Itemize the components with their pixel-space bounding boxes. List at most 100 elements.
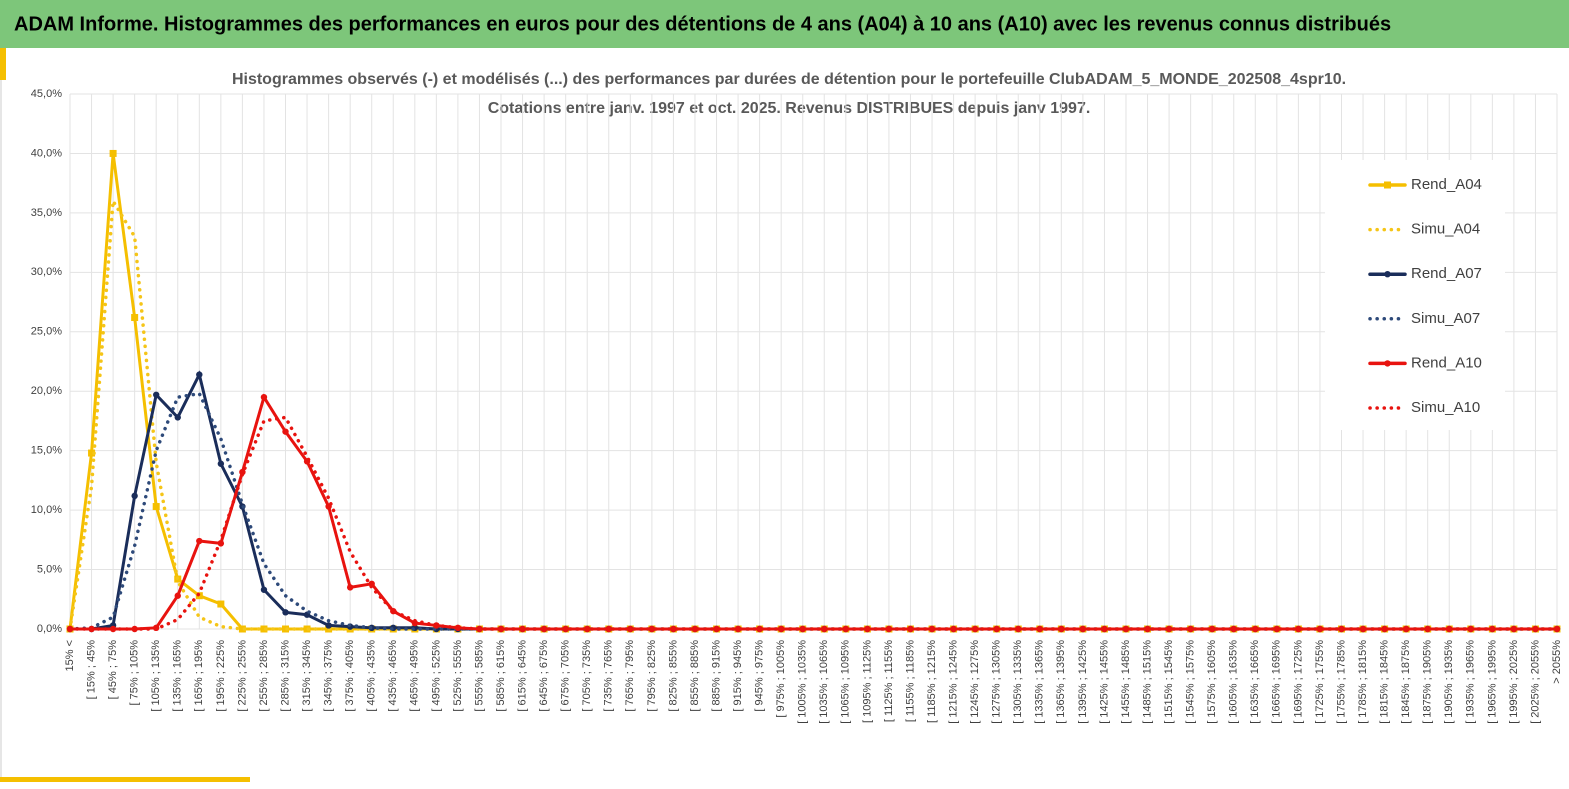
x-tick-label: [ 1575% ; 1605% xyxy=(1206,640,1218,724)
x-tick-label: [ 765% ; 795% xyxy=(624,640,636,712)
legend-label: Simu_A10 xyxy=(1411,399,1480,416)
marker xyxy=(174,414,181,421)
marker xyxy=(131,314,139,322)
marker xyxy=(1273,625,1281,633)
x-tick-label: [ 45% ; 75% xyxy=(107,640,119,700)
marker xyxy=(238,625,246,633)
y-tick-label: 15,0% xyxy=(31,445,62,457)
marker xyxy=(217,600,225,608)
marker xyxy=(1316,625,1324,633)
x-tick-label: [ 345% ; 375% xyxy=(323,640,335,712)
x-tick-label: [ 915% ; 945% xyxy=(732,640,744,712)
x-tick-label: [ 885% ; 915% xyxy=(710,640,722,712)
header-bar xyxy=(0,0,1569,48)
x-tick-label: [ 315% ; 345% xyxy=(301,640,313,712)
marker xyxy=(346,584,354,591)
x-tick-label: [ 435% ; 465% xyxy=(387,640,399,712)
y-tick-label: 25,0% xyxy=(31,326,62,338)
y-tick-label: 40,0% xyxy=(31,147,62,159)
legend-marker xyxy=(1384,181,1391,189)
legend-label: Rend_A07 xyxy=(1411,265,1482,282)
marker xyxy=(1187,625,1194,633)
x-tick-label: [ 1905% ; 1935% xyxy=(1443,640,1455,724)
marker xyxy=(756,625,763,633)
x-tick-label: [ 1185% ; 1215% xyxy=(926,640,938,723)
x-tick-label: [ 825% ; 855% xyxy=(667,640,679,712)
x-tick-label: [ 675% ; 705% xyxy=(560,640,572,712)
x-tick-label: [ 1545% ; 1575% xyxy=(1185,640,1197,724)
header-title: ADAM Informe. Histogrammes des performan… xyxy=(14,13,1391,35)
y-tick-label: 5,0% xyxy=(37,563,62,575)
marker xyxy=(152,503,160,511)
chart-subtitle: Cotations entre janv. 1997 et oct. 2025.… xyxy=(488,100,1091,117)
x-tick-label: [ 1155% ; 1185% xyxy=(904,640,916,722)
corner-deco xyxy=(0,777,250,782)
x-tick-label: [ 585% ; 615% xyxy=(495,640,507,712)
marker xyxy=(217,460,225,467)
legend-marker xyxy=(1384,360,1391,367)
marker xyxy=(1208,625,1216,633)
marker xyxy=(260,586,268,593)
x-tick-label: [ 285% ; 315% xyxy=(279,640,291,712)
x-tick-label: [ 555% ; 585% xyxy=(473,640,485,712)
marker xyxy=(1295,625,1302,633)
series-line xyxy=(68,393,1559,631)
marker xyxy=(196,371,203,378)
corner-deco xyxy=(0,48,6,80)
marker xyxy=(1359,625,1367,633)
x-tick-label: [ 1815% ; 1845% xyxy=(1379,640,1391,724)
x-tick-label: [ 465% ; 495% xyxy=(409,640,421,712)
x-tick-label: [ 945% ; 975% xyxy=(754,640,766,712)
marker xyxy=(734,625,742,633)
x-tick-label: [ 1515% ; 1545% xyxy=(1163,640,1175,724)
x-tick-label: [ 1485% ; 1515% xyxy=(1141,640,1153,724)
marker xyxy=(260,393,268,401)
x-tick-label: [ 1035% ; 1065% xyxy=(818,640,830,724)
x-tick-label: [ 1125% ; 1155% xyxy=(883,640,895,722)
x-tick-label: [ 495% ; 525% xyxy=(430,640,442,712)
marker xyxy=(691,625,699,633)
marker xyxy=(109,149,117,157)
x-tick-label: [ 705% ; 735% xyxy=(581,640,593,712)
x-tick-label: [ 1695% ; 1725% xyxy=(1292,640,1304,724)
x-tick-label: [ 735% ; 765% xyxy=(603,640,615,712)
x-tick-label: [ 795% ; 825% xyxy=(646,640,658,712)
x-tick-label: [ 1395% ; 1425% xyxy=(1077,640,1089,724)
x-tick-label: [ 2025% ; 2055% xyxy=(1529,640,1541,724)
chart-title: Histogrammes observés (-) et modélisés (… xyxy=(232,71,1346,88)
legend-label: Rend_A04 xyxy=(1411,176,1482,193)
marker xyxy=(1230,625,1237,633)
legend-label: Simu_A04 xyxy=(1411,221,1480,238)
y-tick-label: 30,0% xyxy=(31,266,62,278)
x-tick-label: [ 1785% ; 1815% xyxy=(1357,640,1369,724)
marker xyxy=(260,625,268,633)
marker xyxy=(88,449,96,457)
x-tick-label: [ 165% ; 195% xyxy=(193,640,205,712)
x-tick-label: [ 195% ; 225% xyxy=(215,640,227,712)
x-tick-label: [ 1365% ; 1395% xyxy=(1055,640,1067,724)
legend-marker xyxy=(1384,271,1391,278)
x-tick-label: [ 1065% ; 1095% xyxy=(840,640,852,724)
x-tick-label: [ 375% ; 405% xyxy=(344,640,356,712)
x-tick-label: [ 1845% ; 1875% xyxy=(1400,640,1412,724)
marker xyxy=(605,625,612,633)
x-tick-label: [ 15% ; 45% xyxy=(85,640,97,700)
x-tick-label: [ 225% ; 255% xyxy=(236,640,248,712)
x-tick-label: [ 1005% ; 1035% xyxy=(797,640,809,724)
x-tick-label: [ 1605% ; 1635% xyxy=(1228,640,1240,724)
x-tick-label: [ 1455% ; 1485% xyxy=(1120,640,1132,724)
x-tick-label: [ 135% ; 165% xyxy=(172,640,184,712)
x-tick-label: [ 1245% ; 1275% xyxy=(969,640,981,724)
legend-label: Simu_A07 xyxy=(1411,310,1480,327)
x-tick-label: [ 1305% ; 1335% xyxy=(1012,640,1024,724)
legend-box xyxy=(1325,160,1505,430)
x-tick-label: [ 1725% ; 1755% xyxy=(1314,640,1326,724)
x-tick-label: [ 1425% ; 1455% xyxy=(1098,640,1110,724)
y-tick-label: 10,0% xyxy=(31,504,62,516)
y-tick-label: 45,0% xyxy=(31,88,62,100)
marker xyxy=(713,625,720,633)
x-tick-label: [ 105% ; 135% xyxy=(150,640,162,712)
x-tick-label: [ 855% ; 885% xyxy=(689,640,701,712)
x-tick-label: > 2055% xyxy=(1551,640,1563,684)
